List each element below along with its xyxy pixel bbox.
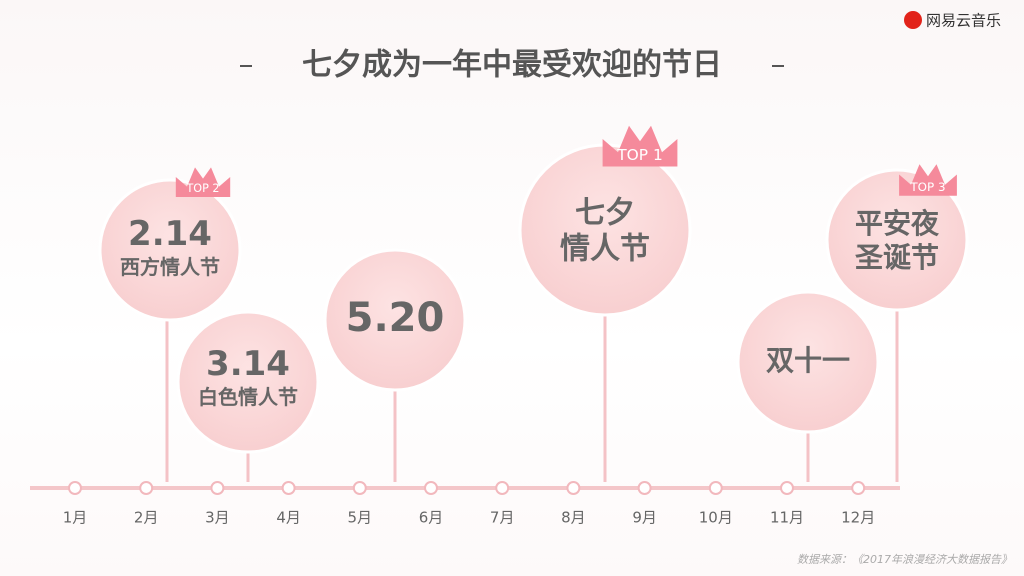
bubble-text: 平安夜	[855, 207, 940, 240]
logo-icon	[904, 11, 922, 29]
bubble-text: 双十一	[766, 344, 850, 377]
badge: TOP 1	[616, 146, 662, 164]
month-label: 2月	[134, 509, 159, 527]
bubble-text: 七夕	[575, 196, 635, 231]
badge: TOP 2	[185, 182, 219, 195]
crown	[175, 167, 231, 197]
month-dot	[139, 481, 154, 495]
month-label: 4月	[276, 509, 301, 527]
month-label: 1月	[63, 509, 88, 527]
month-label: 7月	[490, 509, 515, 527]
month-dot	[708, 481, 723, 495]
month-label: 3月	[205, 509, 230, 527]
month-label: 11月	[770, 509, 804, 527]
month-dot	[495, 481, 510, 495]
bubble	[825, 168, 969, 312]
month-label: 12月	[841, 509, 875, 527]
month-dot	[780, 481, 794, 495]
bubble	[98, 178, 242, 322]
month-dot	[424, 481, 438, 495]
month-label: 9月	[632, 509, 657, 527]
month-label: 6月	[419, 509, 444, 527]
bubble-text: 情人节	[560, 232, 650, 267]
month-label: 10月	[699, 509, 733, 527]
bubble-text: 5.20	[346, 295, 445, 341]
bubble-text: 3.14	[206, 344, 290, 384]
bubble-text: 圣诞节	[855, 241, 939, 274]
month-dot	[566, 481, 581, 495]
month-dot	[68, 481, 82, 495]
title: 七夕成为一年中最受欢迎的节日	[302, 48, 722, 83]
bubble-text: 2.14	[128, 214, 212, 254]
bubble	[736, 290, 880, 434]
month-label: 8月	[561, 509, 586, 527]
crown	[899, 164, 957, 196]
bubble	[176, 310, 320, 454]
bubble-text: 白色情人节	[198, 385, 298, 409]
source: 数据来源：《2017年浪漫经济大数据报告》	[797, 553, 1012, 566]
bubble	[323, 248, 467, 392]
bubble-text: 西方情人节	[120, 255, 220, 279]
month-dot	[352, 481, 367, 495]
month-label: 5月	[348, 509, 373, 527]
month-dot	[637, 481, 652, 495]
month-dot	[210, 481, 225, 495]
month-dot	[851, 481, 866, 495]
month-dot	[281, 481, 296, 495]
crown	[602, 125, 678, 167]
logo-text: 网易云音乐	[926, 12, 1001, 30]
badge: TOP 3	[909, 180, 945, 194]
